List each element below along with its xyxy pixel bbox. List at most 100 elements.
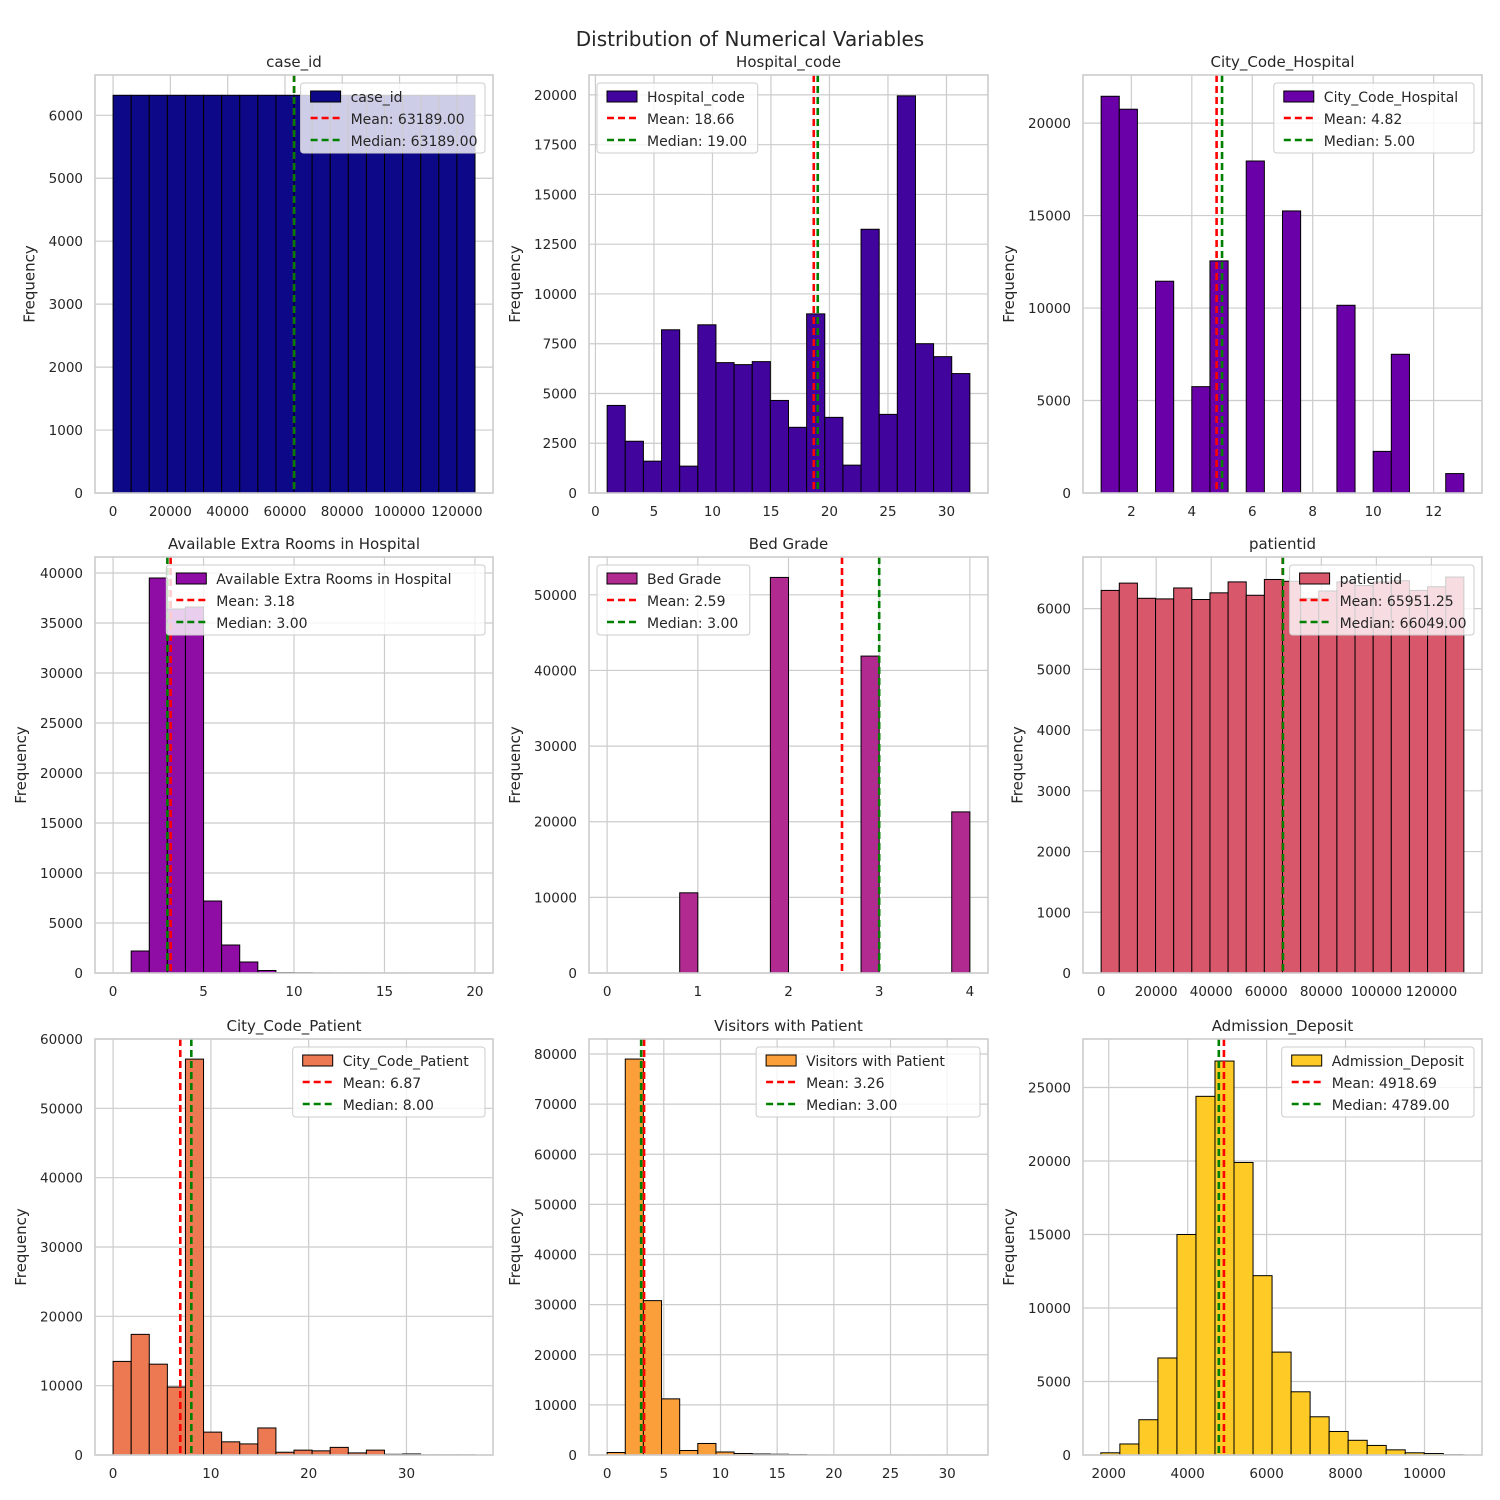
y-tick-label: 3000 [1037,784,1071,800]
y-axis-label: Frequency [1009,726,1027,804]
y-tick-label: 17500 [534,138,577,154]
histogram-bar [1119,1443,1140,1456]
histogram-bar [148,1363,168,1456]
y-tick-label: 2500 [543,436,577,452]
legend-label-mean: Mean: 6.87 [343,1076,421,1092]
histogram-bar [239,1443,259,1456]
panel-title: Available Extra Rooms in Hospital [168,535,420,553]
x-tick-label: 0 [603,984,612,1000]
legend-label-median: Median: 19.00 [647,134,747,150]
panel-title: Bed Grade [749,535,829,553]
y-tick-label: 3000 [49,297,83,313]
legend-label-median: Median: 3.00 [806,1098,897,1114]
histogram-bar [769,576,790,974]
histogram-bar [203,1431,223,1456]
histogram-bar [697,1442,717,1456]
x-tick-label: 0 [109,504,118,520]
y-axis-label: Frequency [1000,245,1018,323]
y-tick-label: 1000 [49,423,83,439]
y-tick-label: 50000 [534,1197,577,1213]
x-tick-label: 120000 [431,504,483,520]
histogram-bar [679,892,699,974]
legend-label-mean: Mean: 63189.00 [351,112,465,128]
histogram-bar [914,343,935,494]
histogram-bar [130,94,150,494]
axes-frame [588,1038,989,1456]
legend-patch [175,572,207,585]
histogram-bar [130,950,150,974]
legend: Bed Grade Mean: 2.59 Median: 3.00 [596,564,751,636]
x-tick-label: 0 [591,504,600,520]
legend-label-hist: City_Code_Patient [343,1054,470,1070]
y-tick-label: 70000 [534,1097,577,1113]
x-tick-label: 25 [882,1466,899,1482]
panel-title: Hospital_code [736,53,841,72]
y-axis-label: Frequency [12,1208,30,1286]
histogram-bar [184,1058,205,1456]
legend-patch [765,1054,797,1067]
y-tick-label: 5000 [543,386,577,402]
panel-3: 0 5 10 15 20 0 5000 10000 15000 20000 25000 30000 35… [12,535,494,1000]
axes-frame [588,74,989,494]
histogram-bar [402,94,422,494]
x-tick-label: 40000 [206,504,249,520]
histogram-bar [1191,386,1211,494]
panel-title: Visitors with Patient [714,1017,863,1035]
x-tick-label: 1 [694,984,703,1000]
panel-7: 0 5 10 15 20 25 30 0 10000 20000 30000 40000 50000 60… [506,1017,989,1482]
y-axis-label: Frequency [506,1208,524,1286]
legend: case_id Mean: 63189.00 Median: 63189.00 [300,82,486,154]
histogram-bar [1445,473,1465,494]
y-tick-label: 0 [1062,1448,1071,1464]
histogram-bar [1155,598,1175,974]
y-tick-label: 20000 [534,1348,577,1364]
panel-2: 2 4 6 8 10 12 0 5000 10000 15000 20000 City_Code_Ho… [1000,53,1483,520]
axes-frame [94,74,494,494]
y-tick-label: 12500 [534,237,577,253]
panel-6: 0 10 20 30 0 10000 20000 30000 40000 50000 60000 Ci… [12,1017,494,1482]
x-tick-label: 20 [825,1466,842,1482]
axes-frame [1082,556,1483,974]
legend-patch [310,90,342,103]
y-tick-label: 5000 [49,916,83,932]
y-tick-label: 10000 [534,1398,577,1414]
y-tick-label: 10000 [1028,1301,1071,1317]
y-tick-label: 50000 [40,1101,83,1117]
legend-label-mean: Mean: 3.26 [806,1076,885,1092]
histogram-bar [1157,1357,1178,1456]
x-tick-label: 10 [285,984,302,1000]
histogram-bar [1138,1419,1159,1456]
y-tick-label: 20000 [1028,116,1071,132]
histogram-bar [203,900,223,974]
histogram-bar [624,440,644,494]
histogram-bar [1336,581,1356,974]
y-tick-label: 60000 [40,1032,83,1048]
histogram-bar [860,228,880,494]
y-tick-label: 30000 [534,739,577,755]
legend-patch [1299,572,1331,585]
legend: City_Code_Hospital Mean: 4.82 Median: 5.00 [1273,82,1475,154]
x-tick-label: 80000 [321,504,364,520]
x-tick-label: 10 [704,504,721,520]
histogram-bar [733,364,753,494]
histogram-bar [184,606,205,974]
axes-frame [1082,74,1483,494]
y-tick-label: 10000 [40,1379,83,1395]
legend-label-hist: City_Code_Hospital [1324,90,1458,106]
histogram-bar [148,94,168,494]
histogram-bar [1372,450,1392,494]
histogram-bar [166,1386,186,1456]
y-tick-label: 6000 [1037,602,1071,618]
histogram-bar [166,94,186,494]
y-tick-label: 4000 [49,234,83,250]
histogram-bar [824,416,844,494]
legend-label-median: Median: 3.00 [647,616,738,632]
histogram-bar [1227,581,1247,974]
x-tick-label: 6 [1248,504,1257,520]
y-tick-label: 30000 [40,1240,83,1256]
histogram-bar [606,404,626,494]
panel-8: 2000 4000 6000 8000 10000 0 5000 10000 15000 2000… [1000,1017,1483,1482]
histogram-bar [751,361,771,494]
y-tick-label: 20000 [40,1309,83,1325]
y-tick-label: 80000 [534,1047,577,1063]
